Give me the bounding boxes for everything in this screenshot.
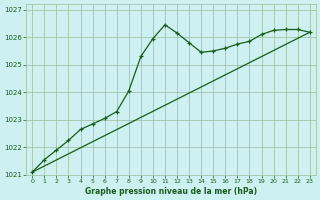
X-axis label: Graphe pression niveau de la mer (hPa): Graphe pression niveau de la mer (hPa) [85,187,257,196]
